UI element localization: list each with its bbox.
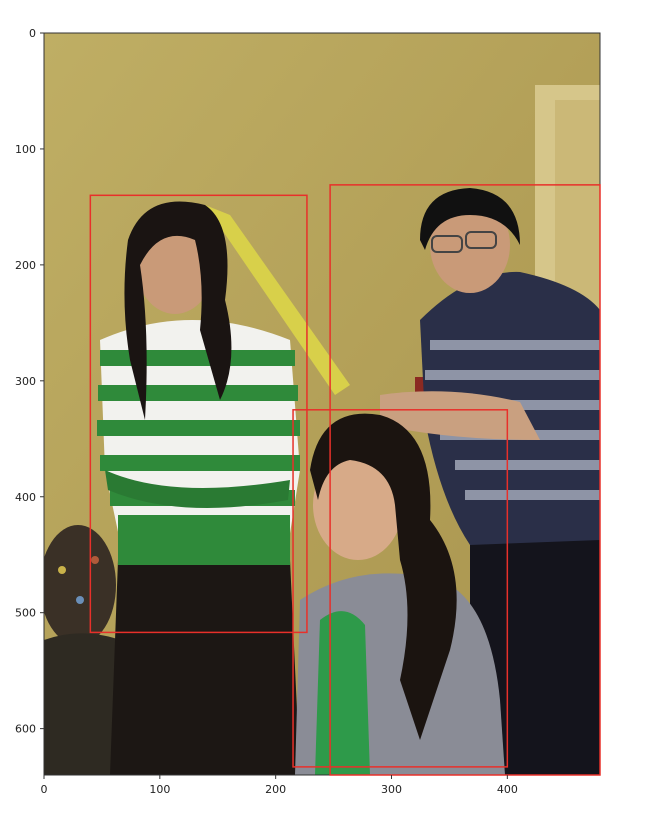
x-axis-ticks: 0 100 200 300 400 xyxy=(41,775,518,796)
x-tick-label: 400 xyxy=(497,783,518,796)
inflatable-bat xyxy=(205,205,350,395)
y-tick-label: 500 xyxy=(15,607,36,620)
bbox-person-woman-sitting xyxy=(292,409,509,768)
y-tick-label: 600 xyxy=(15,723,36,736)
y-tick-label: 200 xyxy=(15,259,36,272)
bbox-person-woman-green-sweater xyxy=(89,194,308,634)
bag xyxy=(44,525,116,645)
y-tick-label: 0 xyxy=(29,27,36,40)
woman-sitting xyxy=(295,413,505,775)
bounding-boxes xyxy=(89,184,601,776)
woman-standing xyxy=(97,201,300,775)
x-tick-label: 300 xyxy=(381,783,402,796)
x-tick-label: 0 xyxy=(41,783,48,796)
y-tick-label: 300 xyxy=(15,375,36,388)
bbox-person-man-striped-sweater xyxy=(329,184,601,776)
x-tick-label: 100 xyxy=(149,783,170,796)
y-axis-ticks: 0 100 200 300 400 500 600 xyxy=(15,27,44,736)
x-tick-label: 200 xyxy=(265,783,286,796)
man-standing xyxy=(380,188,600,775)
photo xyxy=(44,33,600,775)
y-tick-label: 100 xyxy=(15,143,36,156)
y-tick-label: 400 xyxy=(15,491,36,504)
